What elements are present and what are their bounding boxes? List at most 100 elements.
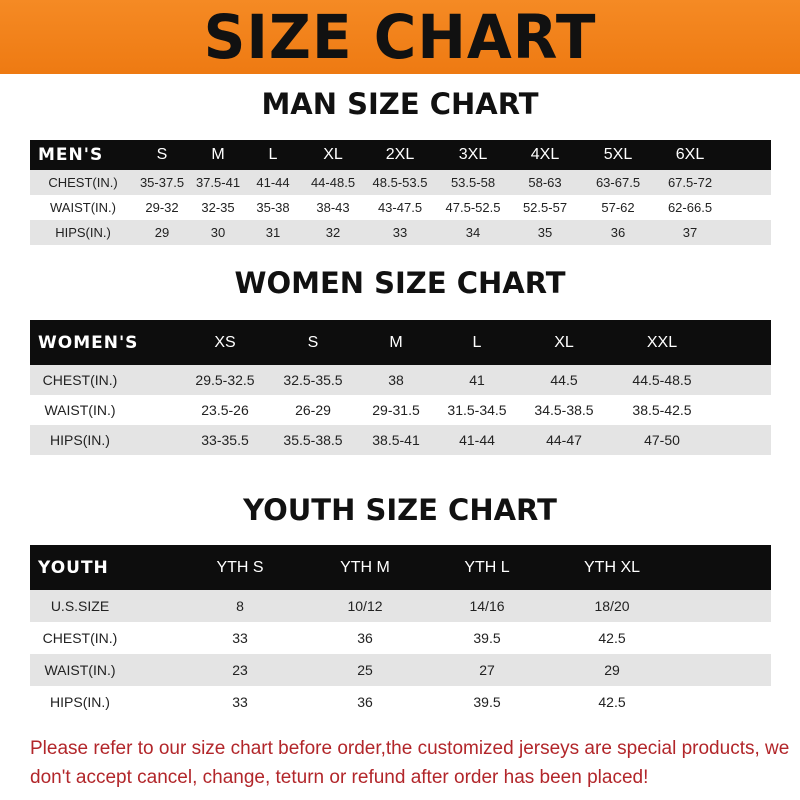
row-label: HIPS(IN.) (50, 432, 110, 448)
table-row: CHEST(IN.) 33 36 39.5 42.5 (30, 622, 771, 654)
table-row: CHEST(IN.) 29.5-32.5 32.5-35.5 38 41 44.5 44.5… (30, 365, 771, 395)
women-size-table: WOMEN'S XS S M L XL XXL CHEST(IN.) 29.5-32.5 32.5… (30, 320, 771, 455)
table-cell: 29-31.5 (372, 402, 420, 418)
table-cell: 23 (232, 662, 248, 678)
table-cell: 33 (232, 694, 248, 710)
table-header-label: YOUTH (38, 557, 109, 578)
table-header-label: WOMEN'S (38, 332, 139, 353)
size-header: XXL (646, 333, 678, 351)
row-label: CHEST(IN.) (48, 175, 118, 190)
table-cell: 35-37.5 (139, 175, 185, 190)
size-header: L (268, 146, 278, 163)
size-header: L (472, 333, 482, 351)
table-cell: 35-38 (256, 200, 290, 215)
table-cell: 18/20 (594, 598, 630, 614)
size-header: YTH XL (583, 558, 641, 576)
table-cell: 36 (610, 225, 626, 240)
women-header-row: WOMEN'S XS S M L XL XXL (30, 320, 771, 365)
table-cell: 26-29 (295, 402, 331, 418)
table-cell: 41-44 (459, 432, 495, 448)
row-label: HIPS(IN.) (55, 225, 111, 240)
size-header: XL (323, 146, 343, 163)
youth-section-title: YOUTH SIZE CHART (243, 493, 557, 527)
size-header: S (156, 146, 168, 163)
table-cell: 36 (357, 630, 373, 646)
table-cell: 29 (604, 662, 620, 678)
table-cell: 29-32 (145, 200, 179, 215)
table-cell: 48.5-53.5 (372, 175, 428, 190)
row-label: WAIST(IN.) (44, 662, 116, 678)
table-cell: 41-44 (256, 175, 290, 190)
table-row: WAIST(IN.) 23 25 27 29 (30, 654, 771, 686)
table-cell: 37.5-41 (195, 175, 241, 190)
youth-header-row: YOUTH YTH S YTH M YTH L YTH XL (30, 545, 771, 590)
table-cell: 62-66.5 (667, 200, 713, 215)
table-cell: 38-43 (316, 200, 350, 215)
table-cell: 33 (232, 630, 248, 646)
table-cell: 27 (479, 662, 495, 678)
table-cell: 39.5 (473, 630, 501, 646)
men-section-title: MAN SIZE CHART (261, 87, 539, 121)
row-label: U.S.SIZE (50, 598, 110, 614)
table-cell: 14/16 (469, 598, 505, 614)
table-cell: 47-50 (644, 432, 680, 448)
table-cell: 38 (388, 372, 404, 388)
table-cell: 29 (154, 225, 170, 240)
table-row: CHEST(IN.) 35-37.5 37.5-41 41-44 44-48.5 48.5… (30, 170, 771, 195)
table-cell: 33-35.5 (201, 432, 249, 448)
order-notice: Please refer to our size chart before or… (30, 738, 790, 788)
table-cell: 32.5-35.5 (283, 372, 343, 388)
row-label: CHEST(IN.) (42, 630, 118, 646)
size-header: XL (554, 333, 574, 351)
table-cell: 8 (236, 598, 244, 614)
table-cell: 57-62 (601, 200, 635, 215)
table-cell: 25 (357, 662, 373, 678)
table-cell: 42.5 (598, 630, 626, 646)
table-header-label: MEN'S (38, 145, 104, 165)
table-cell: 44-47 (546, 432, 582, 448)
table-cell: 37 (682, 225, 698, 240)
size-header: YTH L (464, 558, 510, 576)
table-row: HIPS(IN.) 29 30 31 32 33 34 35 36 37 (30, 220, 771, 245)
table-cell: 44-48.5 (310, 175, 356, 190)
table-cell: 10/12 (347, 598, 383, 614)
size-header: YTH M (340, 558, 390, 576)
table-cell: 33 (392, 225, 408, 240)
table-cell: 29.5-32.5 (195, 372, 255, 388)
table-cell: 39.5 (473, 694, 501, 710)
table-cell: 35 (537, 225, 553, 240)
youth-size-table: YOUTH YTH S YTH M YTH L YTH XL U.S.SIZE 8 10/12… (30, 545, 771, 718)
table-cell: 31.5-34.5 (447, 402, 507, 418)
table-row: WAIST(IN.) 29-32 32-35 35-38 38-43 43-47.5 47.… (30, 195, 771, 220)
table-cell: 23.5-26 (201, 402, 249, 418)
table-cell: 30 (210, 225, 226, 240)
table-cell: 32-35 (201, 200, 235, 215)
men-header-row: MEN'S S M L XL 2XL 3XL 4XL 5XL 6XL (30, 140, 771, 170)
table-cell: 58-63 (528, 175, 562, 190)
size-header: 4XL (530, 146, 560, 163)
table-cell: 34 (465, 225, 481, 240)
table-row: HIPS(IN.) 33-35.5 35.5-38.5 38.5-41 41-44 44-… (30, 425, 771, 455)
table-row: WAIST(IN.) 23.5-26 26-29 29-31.5 31.5-34.5 34… (30, 395, 771, 425)
table-cell: 34.5-38.5 (534, 402, 594, 418)
size-header: 2XL (385, 146, 415, 163)
table-cell: 63-67.5 (595, 175, 641, 190)
table-cell: 38.5-41 (372, 432, 420, 448)
size-header: M (211, 146, 225, 163)
table-row: U.S.SIZE 8 10/12 14/16 18/20 (30, 590, 771, 622)
table-row: HIPS(IN.) 33 36 39.5 42.5 (30, 686, 771, 718)
banner-title: SIZE CHART (203, 1, 597, 73)
table-cell: 32 (325, 225, 341, 240)
size-header: 3XL (458, 146, 488, 163)
size-header: XS (214, 333, 236, 351)
table-cell: 43-47.5 (377, 200, 423, 215)
table-cell: 53.5-58 (450, 175, 496, 190)
size-header: YTH S (216, 558, 264, 576)
table-cell: 67.5-72 (667, 175, 713, 190)
row-label: CHEST(IN.) (42, 372, 118, 388)
table-cell: 41 (469, 372, 485, 388)
row-label: WAIST(IN.) (50, 200, 116, 215)
table-cell: 38.5-42.5 (632, 402, 692, 418)
size-header: 6XL (675, 146, 705, 163)
row-label: HIPS(IN.) (50, 694, 110, 710)
